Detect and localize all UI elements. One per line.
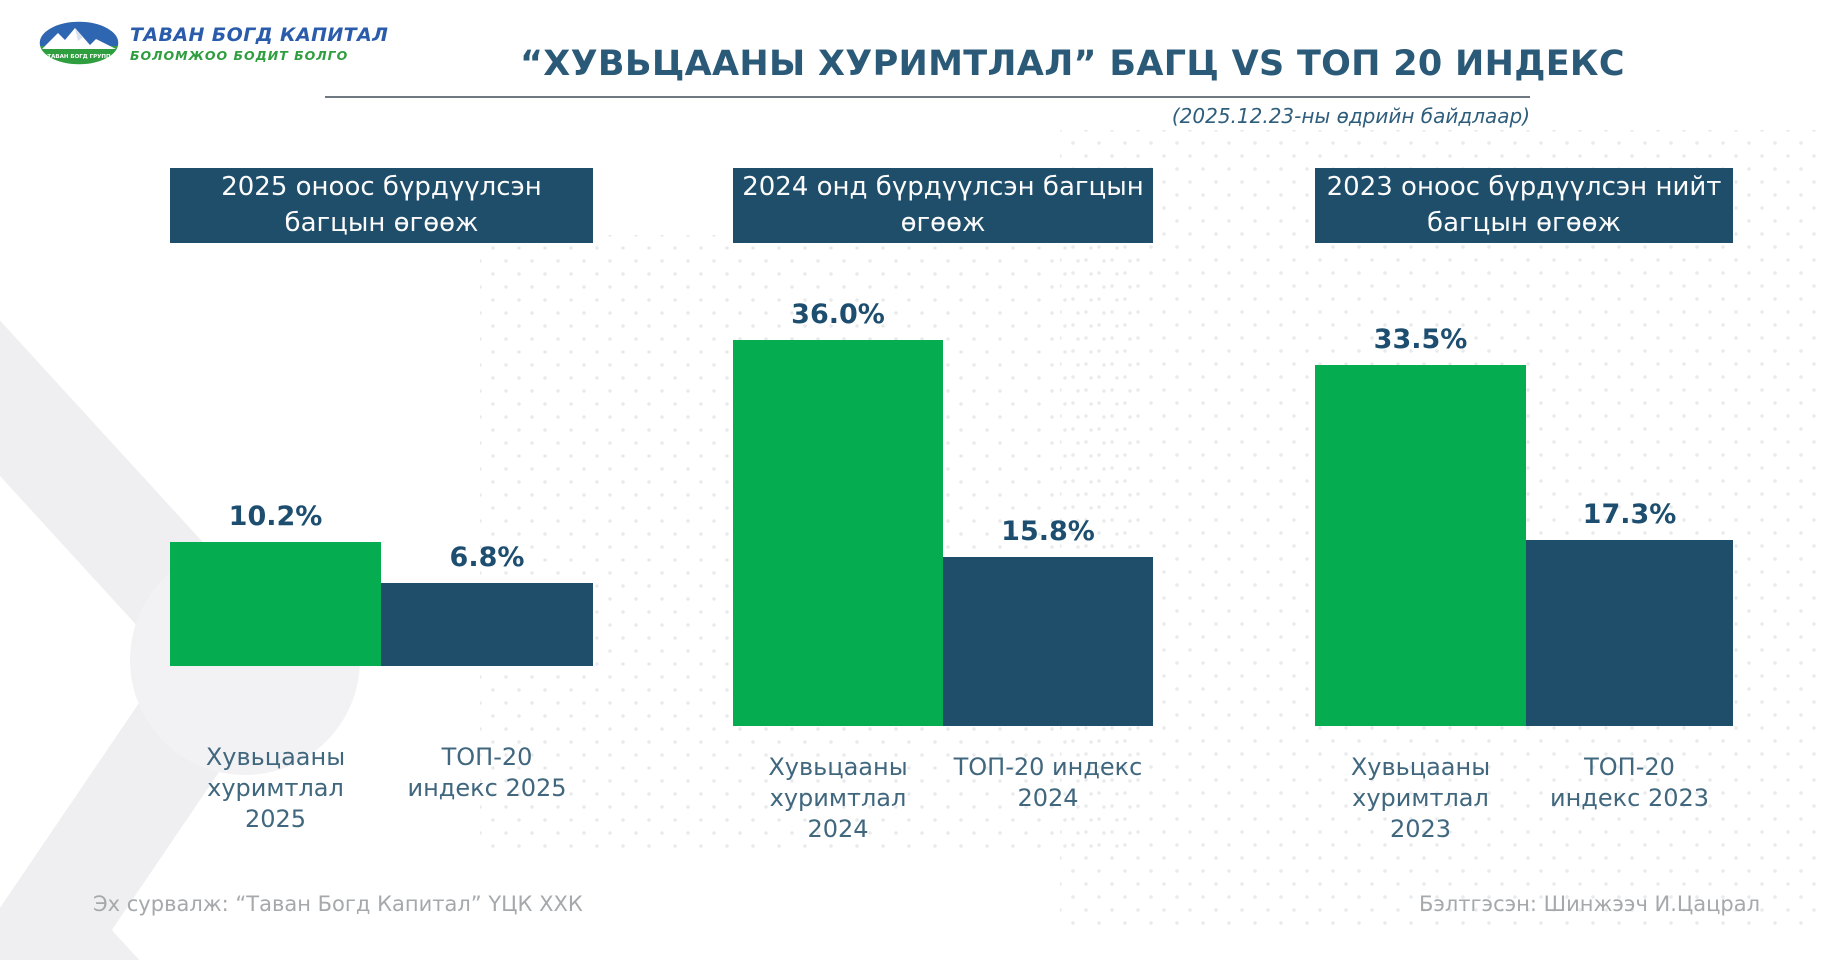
logo-slogan: БОЛОМЖОО БОДИТ БОЛГО bbox=[130, 47, 349, 63]
panel-2025: 2025 оноос бүрдүүлсэн багцын өгөөж 10.2%… bbox=[170, 0, 593, 960]
page-title: “ХУВЬЦААНЫ ХУРИМТЛАЛ” БАГЦ VS ТОП 20 ИНД… bbox=[520, 44, 1625, 84]
category-label-portfolio-2023: Хувьцааны хуримтлал 2023 bbox=[1350, 753, 1491, 844]
bar-portfolio-2023: 33.5% bbox=[1315, 324, 1526, 726]
panel-2023: 2023 оноос бүрдүүлсэн нийт багцын өгөөж … bbox=[1315, 0, 1733, 960]
footer-prepared-by: Бэлтгэсэн: Шинжээч И.Цацрал bbox=[1418, 892, 1760, 916]
panel-2024: 2024 онд бүрдүүлсэн багцын өгөөж 36.0% 1… bbox=[733, 0, 1153, 960]
bar-top20-2023: 17.3% bbox=[1526, 499, 1733, 726]
as-of-date-subtitle: (2025.12.23-ны өдрийн байдлаар) bbox=[1171, 104, 1530, 128]
value-label-top20-2025: 6.8% bbox=[449, 542, 525, 573]
category-label-top20-2023: ТОП-20 индекс 2023 bbox=[1549, 753, 1710, 813]
category-label-top20-2024: ТОП-20 индекс 2024 bbox=[953, 753, 1143, 813]
bar-top20-2024: 15.8% bbox=[943, 516, 1153, 726]
value-label-top20-2023: 17.3% bbox=[1582, 499, 1677, 530]
logo-wordmark: ТАВАН БОГД КАПИТАЛ БОЛОМЖОО БОДИТ БОЛГО bbox=[130, 24, 388, 63]
bar-portfolio-2025: 10.2% bbox=[170, 501, 381, 666]
value-label-portfolio-2024: 36.0% bbox=[791, 299, 885, 330]
logo-group-text: ТАВАН БОГД ГРУПП bbox=[47, 54, 111, 60]
company-logo: ТАВАН БОГД ГРУПП ТАВАН БОГД КАПИТАЛ БОЛО… bbox=[38, 20, 388, 66]
bar-portfolio-2024: 36.0% bbox=[733, 299, 943, 726]
panel-2024-title: 2024 онд бүрдүүлсэн багцын өгөөж bbox=[733, 168, 1153, 243]
logo-emblem-icon: ТАВАН БОГД ГРУПП bbox=[38, 20, 120, 66]
category-label-portfolio-2025: Хувьцааны хуримтлал 2025 bbox=[205, 743, 346, 834]
category-label-portfolio-2024: Хувьцааны хуримтлал 2024 bbox=[768, 753, 908, 844]
bar-top20-2025: 6.8% bbox=[381, 542, 593, 666]
value-label-portfolio-2025: 10.2% bbox=[228, 501, 323, 532]
value-label-top20-2024: 15.8% bbox=[1001, 516, 1095, 547]
panel-2023-title: 2023 оноос бүрдүүлсэн нийт багцын өгөөж bbox=[1315, 168, 1733, 243]
category-label-top20-2025: ТОП-20 индекс 2025 bbox=[407, 743, 567, 803]
value-label-portfolio-2023: 33.5% bbox=[1373, 324, 1468, 355]
panel-2025-title: 2025 оноос бүрдүүлсэн багцын өгөөж bbox=[170, 168, 593, 243]
footer-source: Эх сурвалж: “Таван Богд Капитал” ҮЦК ХХК bbox=[93, 892, 583, 916]
title-divider bbox=[325, 96, 1530, 98]
logo-company-name: ТАВАН БОГД КАПИТАЛ bbox=[130, 23, 389, 46]
